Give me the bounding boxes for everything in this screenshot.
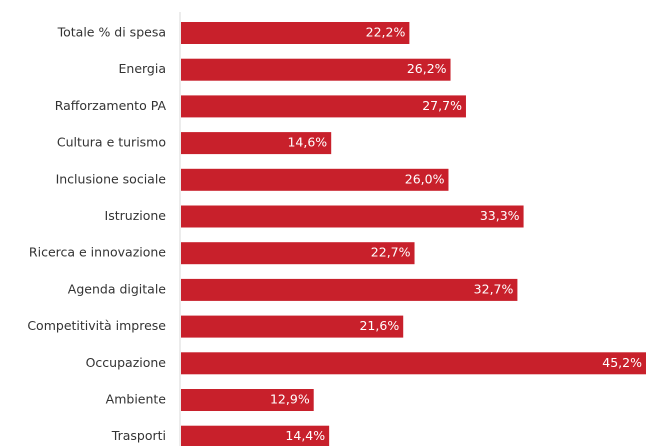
value-label: 14,6% [287, 135, 327, 150]
bar [181, 95, 466, 118]
bar [181, 58, 451, 81]
bar [181, 132, 332, 155]
category-label: Cultura e turismo [57, 135, 166, 150]
category-label: Occupazione [86, 355, 167, 370]
bar [181, 352, 646, 375]
value-label: 33,3% [480, 208, 520, 223]
category-label: Inclusione sociale [56, 171, 167, 186]
category-label: Rafforzamento PA [55, 98, 167, 113]
value-label: 27,7% [422, 98, 462, 113]
value-label: 14,4% [285, 428, 325, 443]
value-label: 26,2% [407, 61, 447, 76]
category-label: Competitività imprese [27, 318, 166, 333]
bar [181, 22, 410, 44]
value-label: 12,9% [270, 392, 310, 407]
value-label: 22,7% [371, 245, 411, 260]
bar [181, 425, 330, 446]
bar [181, 278, 518, 301]
bar [181, 389, 314, 411]
value-label: 21,6% [359, 318, 399, 333]
bar [181, 168, 449, 191]
value-label: 32,7% [474, 281, 514, 296]
bar [181, 205, 524, 228]
bar [181, 315, 404, 338]
value-label: 26,0% [405, 171, 445, 186]
category-label: Trasporti [111, 428, 166, 443]
category-label: Energia [119, 61, 167, 76]
category-label: Istruzione [105, 208, 167, 223]
category-label: Ricerca e innovazione [29, 245, 166, 260]
bar [181, 242, 415, 265]
category-label: Ambiente [106, 392, 167, 407]
category-label: Totale % di spesa [57, 25, 166, 40]
category-label: Agenda digitale [68, 281, 167, 296]
value-label: 45,2% [602, 355, 642, 370]
value-label: 22,2% [366, 25, 406, 40]
